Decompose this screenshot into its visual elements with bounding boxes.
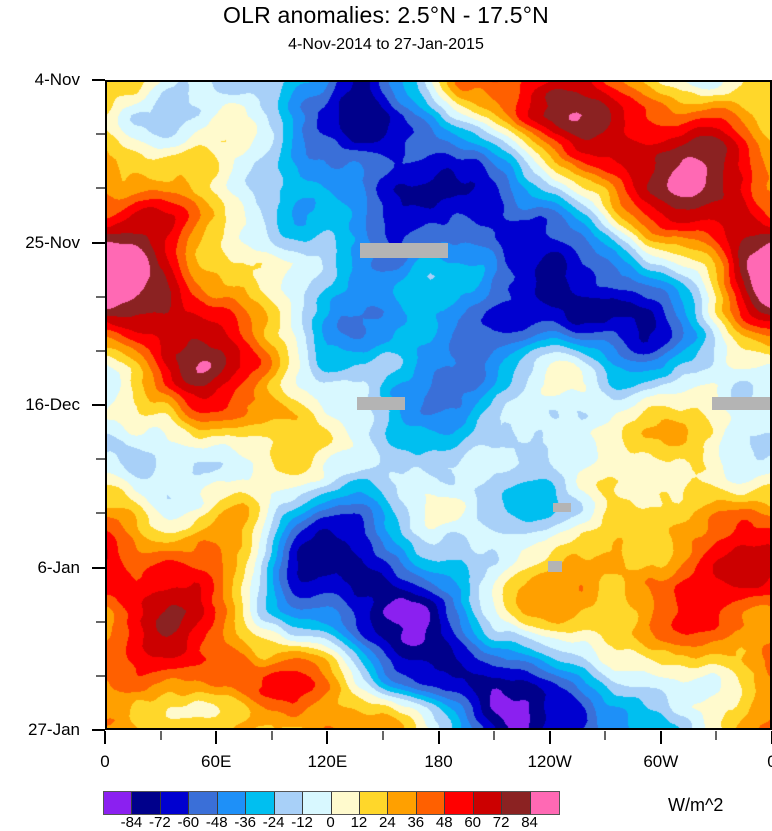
page-title: OLR anomalies: 2.5°N - 17.5°N	[223, 2, 549, 28]
x-axis-minor-tick	[159, 731, 162, 740]
y-axis-minor-tick	[96, 458, 105, 461]
y-axis-label: 25-Nov	[25, 232, 80, 252]
colorbar-tick-label: -12	[291, 814, 313, 831]
missing-data-patch	[712, 397, 772, 410]
x-axis-tick	[326, 731, 329, 744]
missing-data-patch	[357, 397, 405, 410]
x-axis-label: 120E	[307, 752, 348, 771]
colorbar-tick-label: 48	[435, 814, 453, 831]
y-axis-minor-tick	[96, 620, 105, 623]
y-axis-tick	[92, 79, 105, 81]
colorbar-tick-label: 72	[492, 814, 510, 831]
x-axis-tick	[659, 731, 662, 744]
y-axis-label: 6-Jan	[37, 557, 80, 577]
colorbar-tick-label: -84	[120, 814, 143, 831]
y-axis-label: 4-Nov	[34, 70, 80, 89]
y-axis-label: 16-Dec	[25, 395, 80, 414]
y-axis-minor-tick	[96, 674, 105, 677]
y-axis-tick	[92, 241, 105, 244]
colorbar-tick-label: 12	[350, 814, 368, 831]
colorbar-swatch	[388, 792, 417, 814]
missing-data-patch	[360, 243, 448, 258]
x-axis-tick	[104, 731, 106, 744]
x-axis-minor-tick	[381, 731, 384, 740]
colorbar-tick-label: 0	[326, 814, 335, 831]
colorbar-swatch	[246, 792, 275, 814]
colorbar-swatch	[530, 792, 559, 814]
olr-anomaly-field	[105, 80, 772, 730]
x-axis-minor-tick	[604, 731, 607, 740]
colorbar-tick-label: 24	[379, 814, 396, 831]
y-axis-tick	[92, 729, 105, 731]
colorbar-swatch	[331, 792, 360, 814]
colorbar-tick-label: 60	[464, 814, 482, 831]
y-axis-tick	[92, 566, 105, 569]
x-axis-label: 120W	[527, 752, 572, 771]
y-axis-minor-tick	[96, 133, 105, 136]
x-axis-tick	[548, 731, 551, 744]
colorbar-swatch	[160, 792, 190, 814]
y-axis-minor-tick	[96, 187, 105, 190]
x-axis-label: 60E	[201, 752, 232, 771]
x-axis-label: 0	[712, 752, 772, 772]
y-axis-minor-tick	[96, 512, 105, 515]
colorbar-swatch	[416, 792, 446, 814]
y-axis-label: 27-Jan	[28, 720, 80, 739]
x-axis-minor-tick	[715, 731, 718, 740]
missing-data-patch	[548, 561, 562, 572]
colorbar-swatch	[359, 792, 389, 814]
colorbar-tick-label: 84	[521, 814, 538, 831]
page-subtitle: 4-Nov-2014 to 27-Jan-2015	[288, 36, 484, 53]
colorbar-tick-label: -24	[262, 814, 285, 831]
colorbar-tick-label: -72	[149, 814, 171, 831]
x-axis-label: 0	[100, 752, 110, 771]
colorbar-swatch	[502, 792, 531, 814]
x-axis-label: 60W	[643, 752, 679, 771]
colorbar-swatch	[303, 792, 332, 814]
x-axis-label: 180	[424, 752, 453, 771]
x-axis-minor-tick	[493, 731, 496, 740]
y-axis-minor-tick	[96, 295, 105, 298]
y-axis-minor-tick	[96, 349, 105, 352]
colorbar-swatch	[104, 792, 133, 814]
colorbar-tick-label: -60	[177, 814, 200, 831]
colorbar-tick-label: -36	[234, 814, 257, 831]
colorbar-tick-label: -48	[205, 814, 228, 831]
colorbar-tick-label: 36	[407, 814, 425, 831]
colorbar-swatch	[132, 792, 161, 814]
colorbar-swatch	[189, 792, 218, 814]
contour-plot-area	[105, 80, 772, 730]
colorbar-swatch	[445, 792, 474, 814]
y-axis-tick	[92, 404, 105, 406]
colorbar-swatch	[274, 792, 304, 814]
colorbar-units-label: W/m^2	[668, 795, 724, 815]
colorbar-swatch	[473, 792, 503, 814]
colorbar-swatch	[217, 792, 247, 814]
x-axis-tick	[215, 731, 218, 744]
x-axis-tick	[437, 731, 440, 744]
x-axis-minor-tick	[270, 731, 273, 740]
missing-data-patch	[553, 503, 571, 512]
colorbar-swatches	[103, 791, 560, 815]
